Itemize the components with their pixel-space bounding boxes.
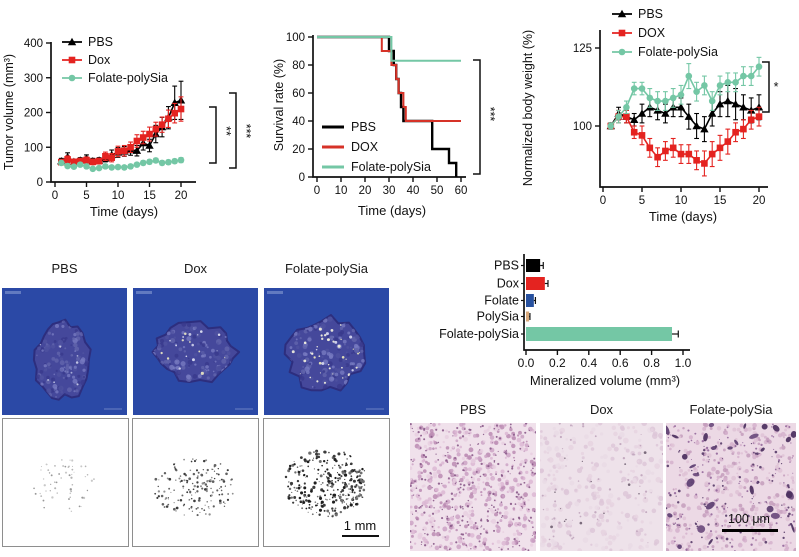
svg-text:15: 15 xyxy=(143,190,156,202)
svg-text:40: 40 xyxy=(407,185,420,197)
svg-text:5: 5 xyxy=(639,195,645,207)
svg-text:PBS: PBS xyxy=(88,35,113,49)
scale-bar-100um xyxy=(722,529,778,532)
svg-text:30: 30 xyxy=(383,185,396,197)
svg-text:100: 100 xyxy=(286,32,305,44)
svg-text:Folate-polySia: Folate-polySia xyxy=(439,327,519,341)
svg-text:DOX: DOX xyxy=(351,140,379,154)
svg-text:15: 15 xyxy=(714,195,727,207)
svg-text:DOX: DOX xyxy=(638,26,666,40)
svg-text:20: 20 xyxy=(292,144,305,156)
svg-text:0: 0 xyxy=(314,185,320,197)
svg-text:10: 10 xyxy=(112,190,125,202)
scale-bar-label-1mm: 1 mm xyxy=(343,518,377,533)
svg-text:1.0: 1.0 xyxy=(675,356,692,370)
svg-text:5: 5 xyxy=(83,190,89,202)
svg-text:0: 0 xyxy=(299,172,305,184)
tumor-volume-chart: 0 100 200 300 400 0 5 10 15 20 Time (days) Tumor vo… xyxy=(2,35,253,219)
svg-text:10: 10 xyxy=(675,195,688,207)
histology-label-pbs: PBS xyxy=(459,402,486,417)
svg-text:125: 125 xyxy=(573,43,592,55)
svg-text:**: ** xyxy=(219,126,233,136)
microct-image-pbs xyxy=(2,288,127,415)
svg-text:Tumor volume (mm³): Tumor volume (mm³) xyxy=(2,54,16,170)
svg-text:10: 10 xyxy=(335,185,348,197)
svg-text:Folate-polySia: Folate-polySia xyxy=(88,71,168,85)
svg-text:Time (days): Time (days) xyxy=(358,203,426,218)
svg-text:0.6: 0.6 xyxy=(612,356,629,370)
svg-text:0.4: 0.4 xyxy=(580,356,597,370)
mineral-map-pbs xyxy=(2,418,129,547)
mineral-map-folate-polysia: 1 mm xyxy=(263,418,390,547)
svg-text:Dox: Dox xyxy=(88,53,111,67)
svg-text:Time (days): Time (days) xyxy=(90,204,158,219)
svg-text:0.0: 0.0 xyxy=(518,356,535,370)
svg-text:Mineralized volume (mm³): Mineralized volume (mm³) xyxy=(530,373,680,388)
svg-text:0.8: 0.8 xyxy=(643,356,660,370)
histology-label-folate-polysia: Folate-polySia xyxy=(689,402,773,417)
microct-image-folate-polysia xyxy=(264,288,389,415)
histology-image-pbs xyxy=(410,423,536,551)
body-weight-chart: 100 125 0 5 10 15 20 Time (days) Normalized body… xyxy=(521,7,779,224)
svg-text:***: *** xyxy=(483,107,497,122)
svg-text:Dox: Dox xyxy=(497,277,520,291)
histology-label-dox: Dox xyxy=(589,402,614,417)
svg-text:20: 20 xyxy=(359,185,372,197)
scale-bar-1mm xyxy=(342,535,379,537)
svg-text:PolySia: PolySia xyxy=(477,310,519,324)
svg-text:***: *** xyxy=(239,124,253,139)
svg-text:80: 80 xyxy=(292,60,305,72)
microct-label-folate-polysia: Folate-polySia xyxy=(284,261,369,276)
svg-text:20: 20 xyxy=(753,195,766,207)
microct-label-pbs: PBS xyxy=(51,261,78,276)
svg-text:Normalized body weight (%): Normalized body weight (%) xyxy=(521,30,535,186)
svg-text:0.2: 0.2 xyxy=(549,356,566,370)
svg-text:Folate-polySia: Folate-polySia xyxy=(351,160,431,174)
histology-image-dox xyxy=(540,423,663,551)
svg-text:0: 0 xyxy=(37,177,43,189)
svg-text:0: 0 xyxy=(52,190,58,202)
svg-text:100: 100 xyxy=(24,142,43,154)
svg-text:Folate: Folate xyxy=(484,294,519,308)
svg-text:PBS: PBS xyxy=(351,120,376,134)
svg-text:300: 300 xyxy=(24,73,43,85)
microct-image-dox xyxy=(133,288,258,415)
svg-text:200: 200 xyxy=(24,108,43,120)
svg-text:0: 0 xyxy=(600,195,606,207)
svg-text:Time (days): Time (days) xyxy=(649,209,717,224)
svg-text:60: 60 xyxy=(455,185,468,197)
svg-text:PBS: PBS xyxy=(494,259,519,273)
svg-text:100: 100 xyxy=(573,121,592,133)
svg-text:Survival rate (%): Survival rate (%) xyxy=(272,59,286,151)
svg-text:Folate-polySia: Folate-polySia xyxy=(638,45,718,59)
mineralized-volume-chart: 0.0 0.2 0.4 0.6 0.8 1.0 Mineralized volume (mm… xyxy=(439,254,692,388)
microct-label-dox: Dox xyxy=(183,261,208,276)
histology-image-folate-polysia: 100 μm xyxy=(666,423,796,551)
svg-text:PBS: PBS xyxy=(638,7,663,21)
survival-rate-chart: 0 20 40 60 80 100 0 10 20 30 40 50 60 Time (days) Surv… xyxy=(272,32,497,218)
mineral-map-dox xyxy=(132,418,259,547)
svg-text:*: * xyxy=(774,80,779,94)
svg-text:20: 20 xyxy=(175,190,188,202)
svg-text:50: 50 xyxy=(431,185,444,197)
scale-bar-label-100um: 100 μm xyxy=(728,512,770,526)
svg-text:40: 40 xyxy=(292,116,305,128)
svg-text:60: 60 xyxy=(292,88,305,100)
svg-text:400: 400 xyxy=(24,38,43,50)
